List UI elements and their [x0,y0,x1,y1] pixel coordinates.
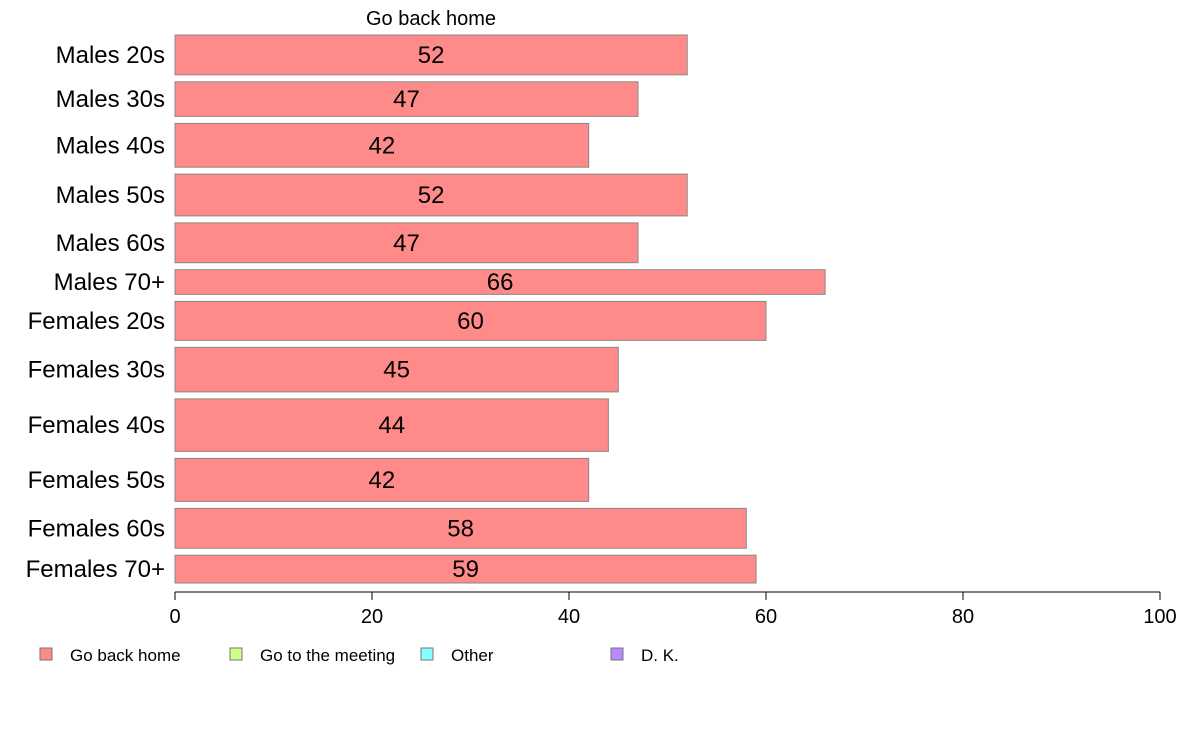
category-label: Females 20s [28,308,165,335]
legend-swatch [420,647,434,661]
bar [174,554,757,584]
legend-swatch [610,647,624,661]
bar [174,173,688,217]
legend-label: D. K. [641,646,679,665]
bar [174,269,826,295]
x-tick-label: 40 [558,606,580,628]
legend-swatch [39,647,53,661]
bar-value-label: 59 [452,556,479,583]
category-label: Females 70+ [26,556,165,583]
category-label: Males 50s [56,182,165,209]
bar-value-label: 52 [418,182,445,209]
bar [174,222,639,264]
bar-value-label: 47 [393,230,420,257]
x-tick-label: 0 [169,606,180,628]
bar [174,507,747,549]
legend: Go back home Go to the meeting Other D. K. [39,646,679,665]
category-label: Females 40s [28,412,165,439]
category-label: Females 60s [28,515,165,542]
category-label: Males 40s [56,132,165,159]
category-label: Males 70+ [54,269,165,296]
x-axis: 0 20 40 60 80 100 [169,591,1177,628]
x-tick-label: 100 [1143,606,1176,628]
bar-value-label: 42 [369,467,396,494]
legend-label: Go back home [70,646,181,665]
bar [174,34,688,76]
bar-value-label: 60 [457,308,484,335]
x-tick-label: 80 [952,606,974,628]
bar-value-label: 66 [487,269,514,296]
legend-swatch [229,647,243,661]
category-label: Females 50s [28,467,165,494]
legend-label: Other [451,646,494,665]
bar-value-label: 47 [393,86,420,113]
bar [174,81,639,117]
bar-value-label: 52 [418,42,445,69]
bar-value-label: 44 [378,412,405,439]
legend-label: Go to the meeting [260,646,395,665]
chart-title: Go back home [366,8,496,30]
category-label: Females 30s [28,357,165,384]
x-tick-label: 20 [361,606,383,628]
category-labels: Males 20s Males 30s Males 40s Males 50s Male… [26,42,165,583]
bar-value-label: 45 [383,357,410,384]
bar-value-label: 42 [369,132,396,159]
bar [174,122,590,168]
category-label: Males 60s [56,230,165,257]
bar-value-label: 58 [447,515,474,542]
bar [174,346,619,393]
category-label: Males 30s [56,86,165,113]
category-label: Males 20s [56,42,165,69]
bar [174,457,590,502]
x-tick-label: 60 [755,606,777,628]
bar [174,398,609,452]
bar [174,300,767,341]
